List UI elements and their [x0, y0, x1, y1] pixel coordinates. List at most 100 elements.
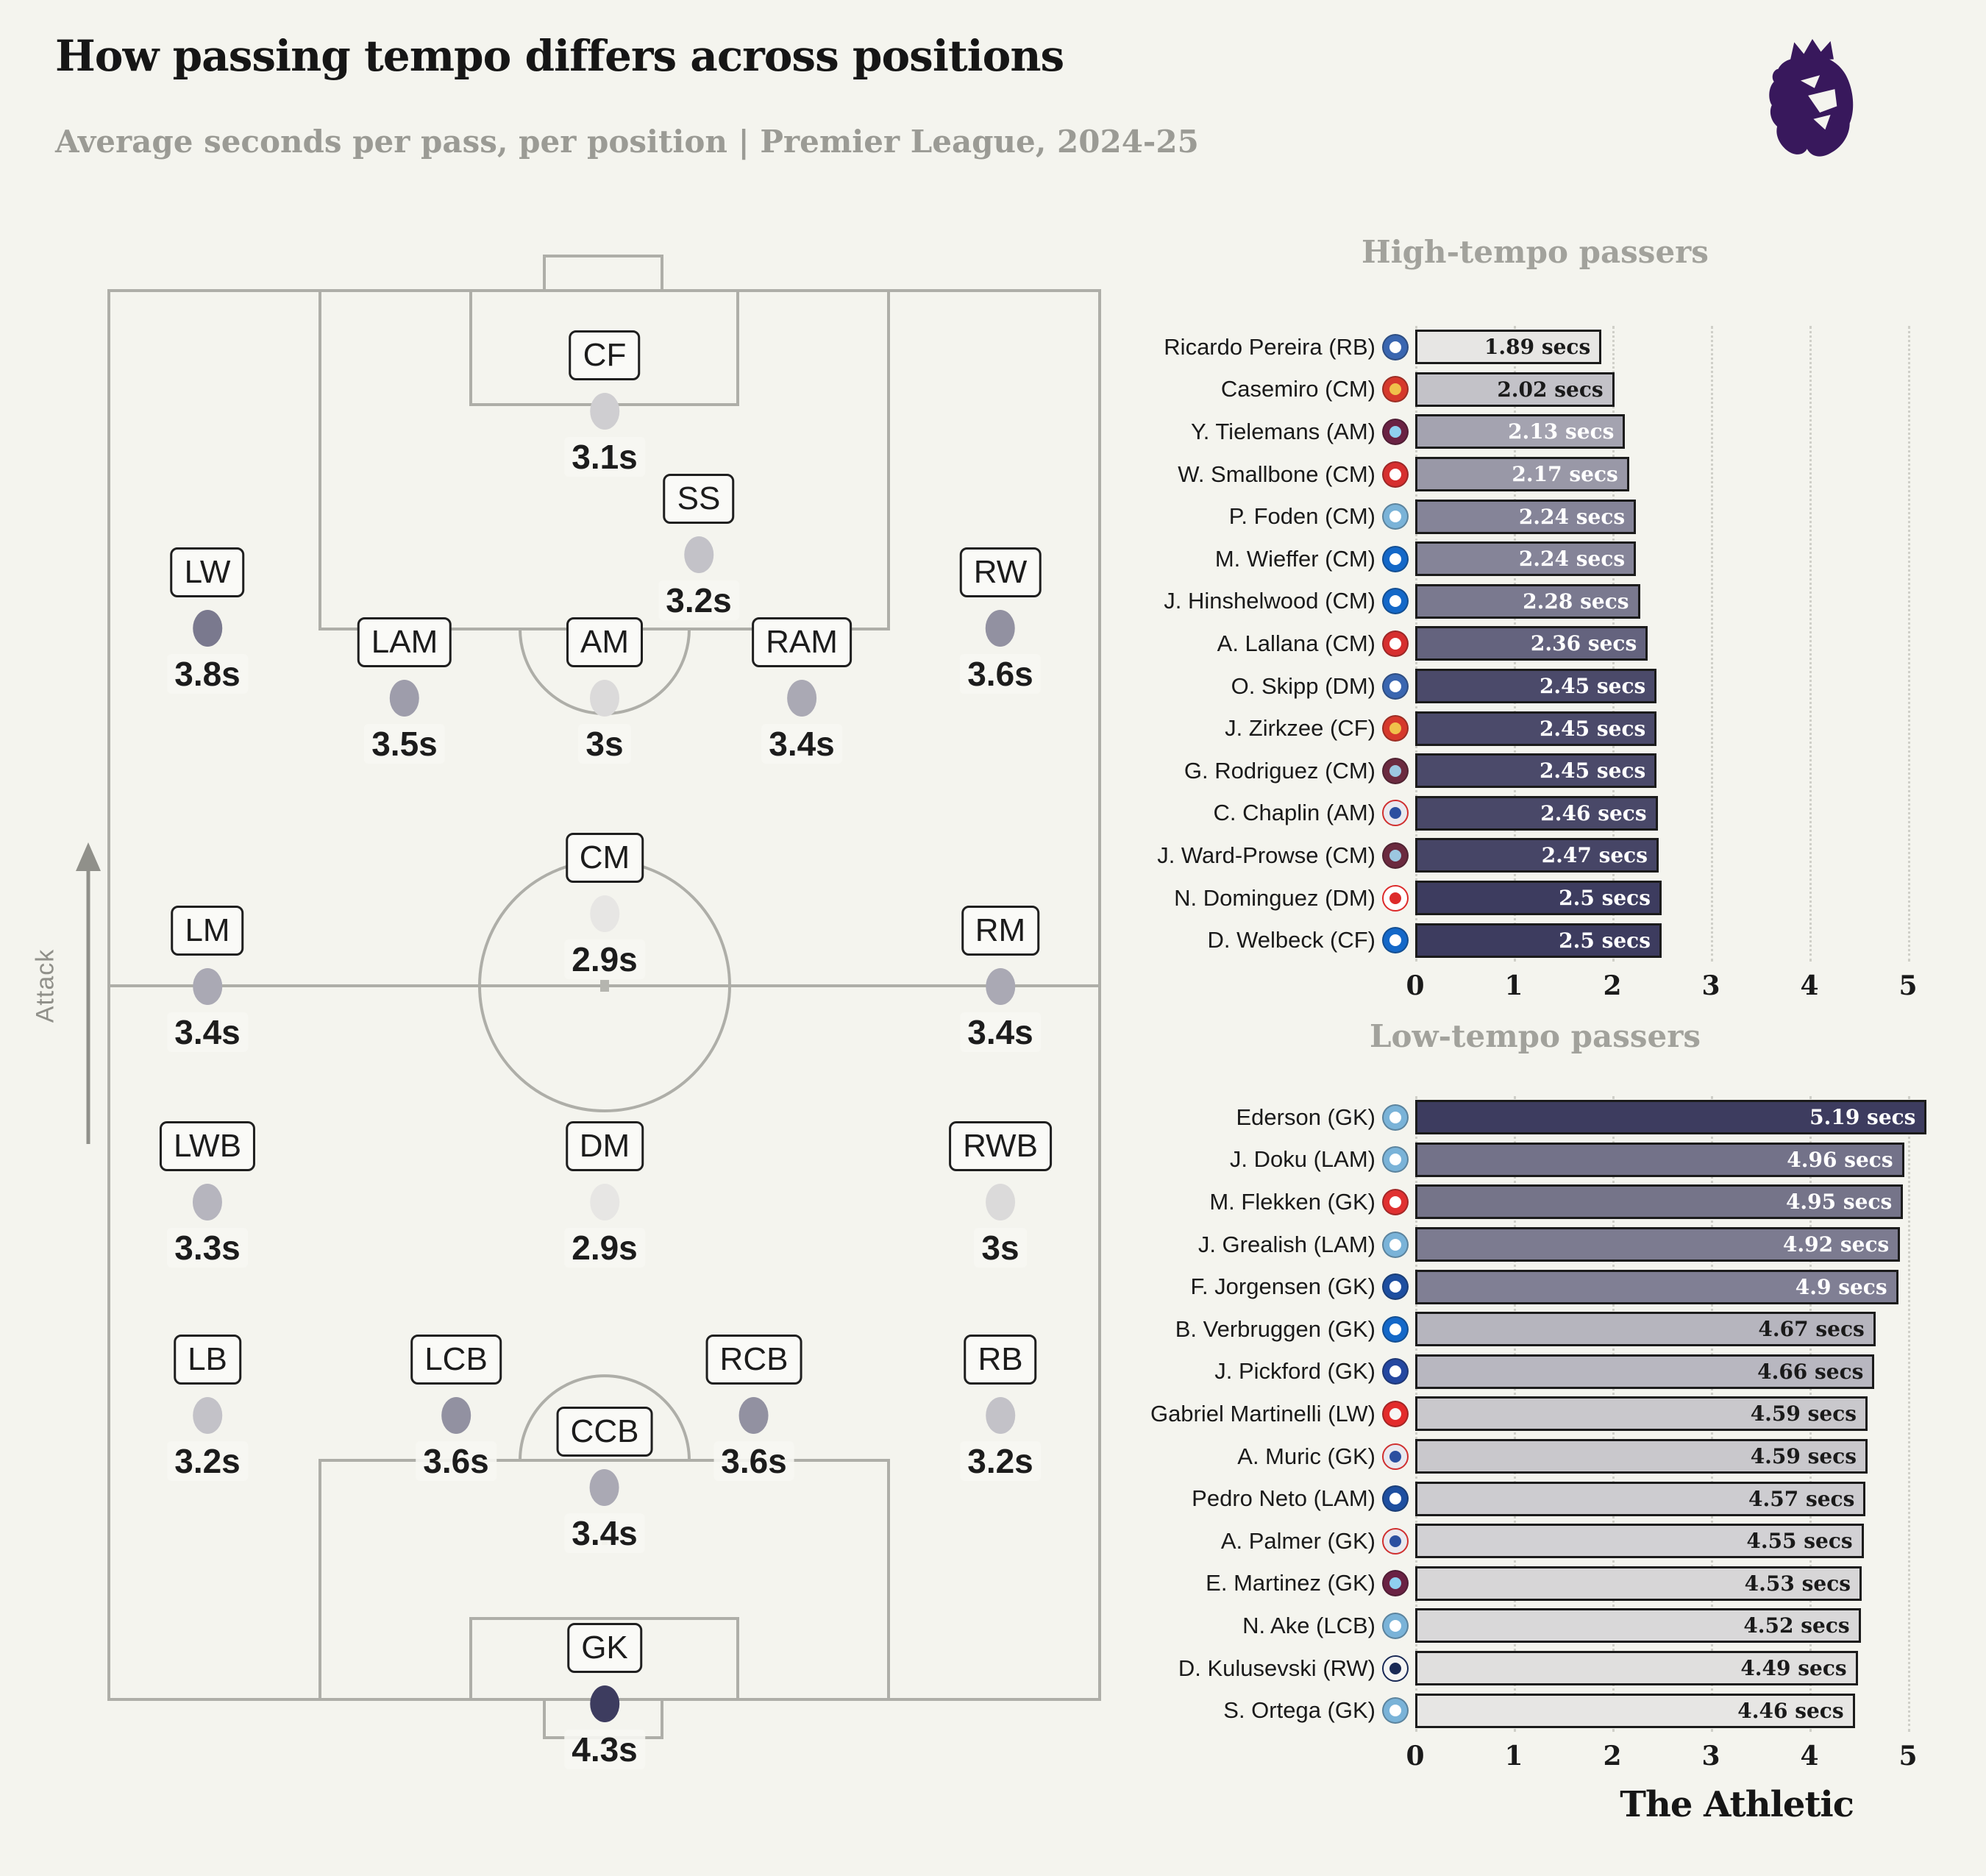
bar-value: 1.89 secs: [1484, 335, 1591, 360]
axis-tick: 1: [1504, 1741, 1523, 1772]
gridline: [1908, 1096, 1910, 1732]
club-badge-man-utd-icon: [1382, 715, 1409, 742]
chart-row: Y. Tielemans (AM) 2.13 secs: [1133, 411, 1937, 453]
club-badge-brentford-icon: [1382, 1188, 1409, 1215]
position-label: AM: [566, 617, 643, 667]
bar-value: 4.96 secs: [1787, 1147, 1893, 1172]
club-badge-chelsea-icon: [1382, 1273, 1409, 1301]
penalty-arc-bottom: [519, 1374, 691, 1461]
position-dot: [193, 1397, 222, 1434]
club-badge-core: [1389, 680, 1401, 692]
player-name: P. Foden (CM): [1228, 503, 1375, 530]
player-name: E. Martinez (GK): [1206, 1570, 1375, 1596]
chart-row: E. Martinez (GK) 4.53 secs: [1133, 1563, 1937, 1605]
chart-row: A. Muric (GK) 4.59 secs: [1133, 1435, 1937, 1478]
tempo-bar: 4.67 secs: [1415, 1312, 1876, 1347]
player-name: C. Chaplin (AM): [1213, 800, 1376, 826]
bar-value: 4.53 secs: [1744, 1571, 1851, 1596]
tempo-bar: 4.57 secs: [1415, 1481, 1866, 1516]
chart-row: J. Doku (LAM) 4.96 secs: [1133, 1139, 1937, 1182]
lion-head: [1769, 56, 1854, 157]
club-badge-tottenham-icon: [1382, 1655, 1409, 1682]
position-label: RAM: [752, 617, 852, 667]
chart-rows: Ricardo Pereira (RB) 1.89 secs Casemiro (C…: [1133, 326, 1937, 962]
position-dot: [985, 1184, 1015, 1221]
chart-row: A. Palmer (GK) 4.55 secs: [1133, 1520, 1937, 1563]
bar-value: 4.9 secs: [1795, 1274, 1887, 1299]
tempo-bar: 2.5 secs: [1415, 881, 1662, 916]
gridline: [1711, 326, 1713, 962]
position-label: RCB: [705, 1335, 802, 1385]
tempo-bar: 4.96 secs: [1415, 1142, 1904, 1177]
page-subtitle: Average seconds per pass, per position |…: [55, 124, 1199, 160]
tempo-bar: 2.45 secs: [1415, 711, 1657, 746]
axis-tick: 1: [1504, 970, 1523, 1001]
pitch-position-gk: GK 4.3s: [564, 1623, 645, 1769]
player-name: Ricardo Pereira (RB): [1164, 333, 1375, 360]
axis-tick: 2: [1603, 970, 1622, 1001]
tempo-bar: 2.46 secs: [1415, 795, 1658, 831]
chart-row: J. Ward-Prowse (CM) 2.47 secs: [1133, 834, 1937, 877]
position-label: CCB: [556, 1407, 653, 1457]
position-label: RW: [959, 547, 1042, 597]
club-badge-chelsea-icon: [1382, 1485, 1409, 1513]
club-badge-core: [1389, 383, 1401, 396]
pitch-position-cf: CF 3.1s: [564, 330, 645, 477]
pitch-position-dm: DM 2.9s: [564, 1121, 645, 1268]
club-badge-core: [1389, 934, 1401, 947]
tempo-bar: 4.9 secs: [1415, 1269, 1898, 1304]
player-name: Y. Tielemans (AM): [1191, 418, 1375, 444]
position-label: SS: [663, 474, 735, 524]
pitch-position-lwb: LWB 3.3s: [159, 1121, 256, 1268]
chart-row: N. Dominguez (DM) 2.5 secs: [1133, 877, 1937, 920]
position-dot: [590, 1469, 619, 1506]
axis-tick: 3: [1701, 970, 1720, 1001]
club-badge-man-utd-icon: [1382, 376, 1409, 403]
club-badge-man-city-icon: [1382, 1612, 1409, 1639]
club-badge-core: [1389, 1705, 1401, 1717]
pitch-position-rb: RB 3.2s: [960, 1335, 1041, 1481]
position-dot: [986, 1397, 1015, 1434]
axis-tick: 5: [1898, 970, 1918, 1001]
player-name: J. Ward-Prowse (CM): [1157, 842, 1375, 868]
goal-top: [543, 255, 663, 292]
bar-value: 4.59 secs: [1750, 1444, 1857, 1469]
tempo-bar: 2.45 secs: [1415, 669, 1657, 704]
club-badge-core: [1389, 1111, 1401, 1123]
chart-row: D. Welbeck (CF) 2.5 secs: [1133, 919, 1937, 962]
bar-value: 4.49 secs: [1740, 1656, 1847, 1681]
chart-row: G. Rodriguez (CM) 2.45 secs: [1133, 750, 1937, 792]
player-name: Pedro Neto (LAM): [1192, 1485, 1375, 1512]
player-name: B. Verbruggen (GK): [1175, 1315, 1375, 1342]
club-badge-core: [1389, 595, 1401, 608]
club-badge-core: [1389, 341, 1401, 353]
club-badge-core: [1389, 849, 1401, 861]
pitch-position-rm: RM 3.4s: [960, 906, 1041, 1052]
bar-value: 4.46 secs: [1737, 1698, 1844, 1723]
player-name: F. Jorgensen (GK): [1190, 1273, 1375, 1300]
tempo-bar: 2.45 secs: [1415, 753, 1657, 789]
position-label: LAM: [357, 617, 452, 667]
club-badge-southampton-icon: [1382, 630, 1409, 657]
club-badge-leicester-icon: [1382, 672, 1409, 700]
chart-row: O. Skipp (DM) 2.45 secs: [1133, 665, 1937, 708]
club-badge-core: [1389, 1450, 1401, 1463]
club-badge-everton-icon: [1382, 1358, 1409, 1385]
position-value: 3.4s: [761, 724, 842, 764]
position-label: CM: [565, 833, 644, 883]
club-badge-core: [1389, 1323, 1401, 1335]
position-dot: [590, 1184, 619, 1221]
position-value: 3.4s: [960, 1012, 1041, 1052]
club-badge-core: [1389, 468, 1401, 480]
bar-value: 2.45 secs: [1539, 674, 1646, 699]
player-name: M. Wieffer (CM): [1214, 545, 1375, 572]
axis-tick: 0: [1406, 1741, 1425, 1772]
club-badge-core: [1389, 892, 1401, 904]
axis-tick: 2: [1603, 1741, 1622, 1772]
club-badge-ipswich-icon: [1382, 800, 1409, 827]
player-name: N. Dominguez (DM): [1174, 884, 1375, 911]
club-badge-core: [1389, 1195, 1401, 1208]
chart-row: N. Ake (LCB) 4.52 secs: [1133, 1605, 1937, 1647]
tempo-bar: 4.95 secs: [1415, 1184, 1904, 1220]
lion-crown: [1790, 39, 1834, 62]
